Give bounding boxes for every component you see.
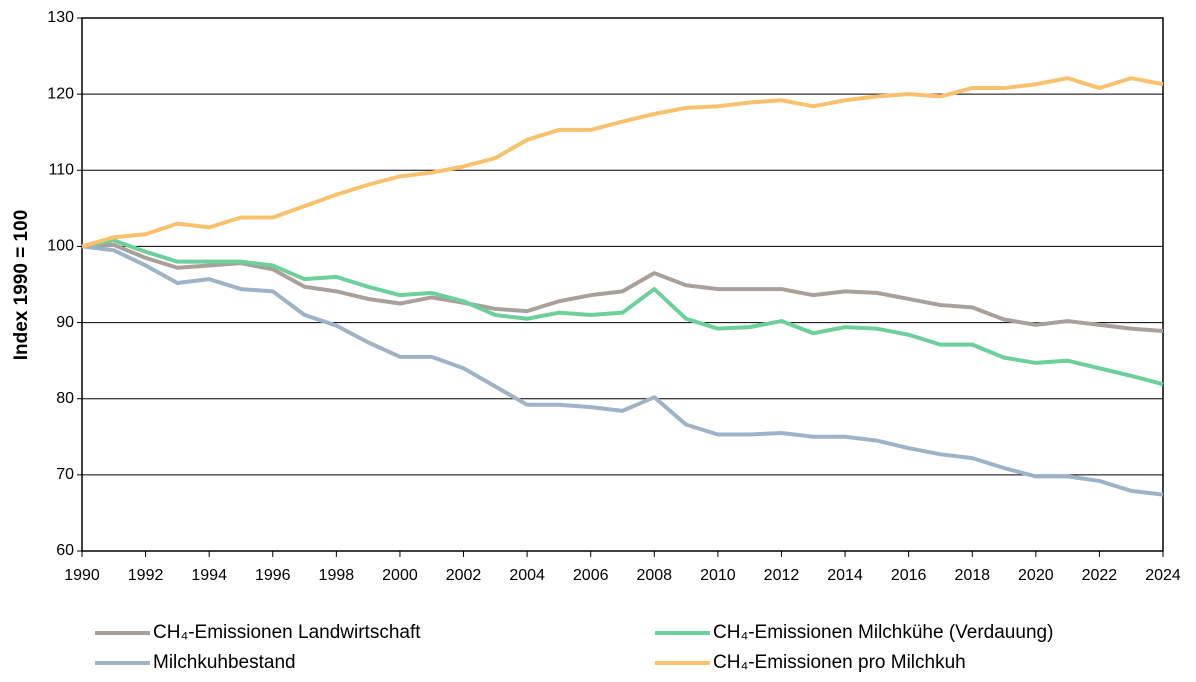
x-tick-label: 1994 bbox=[191, 567, 227, 584]
y-tick-label: 130 bbox=[47, 9, 74, 26]
x-tick-label: 2004 bbox=[509, 567, 545, 584]
x-tick-label: 2006 bbox=[573, 567, 609, 584]
x-tick-label: 2002 bbox=[446, 567, 482, 584]
y-tick-label: 70 bbox=[56, 466, 74, 483]
series-line bbox=[81, 238, 1164, 387]
x-tick-label: 1998 bbox=[319, 567, 355, 584]
series-line bbox=[81, 244, 1164, 497]
y-tick-label: 80 bbox=[56, 390, 74, 407]
x-tick-label: 2012 bbox=[764, 567, 800, 584]
x-tick-label: 2020 bbox=[1018, 567, 1054, 584]
y-tick-label: 90 bbox=[56, 314, 74, 331]
x-tick-label: 2016 bbox=[891, 567, 927, 584]
x-tick-label: 2018 bbox=[954, 567, 990, 584]
y-tick-label: 100 bbox=[47, 238, 74, 255]
y-tick-label: 60 bbox=[56, 542, 74, 559]
y-tick-label: 110 bbox=[48, 162, 74, 179]
x-tick-label: 2010 bbox=[700, 567, 736, 584]
x-tick-label: 2022 bbox=[1082, 567, 1118, 584]
legend-label: CH₄-Emissionen pro Milchkuh bbox=[713, 652, 966, 673]
y-tick-label: 120 bbox=[47, 85, 74, 102]
legend-label: Milchkuhbestand bbox=[153, 652, 296, 673]
plot-area bbox=[81, 17, 1164, 552]
legend-label: CH₄-Emissionen Milchkühe (Verdauung) bbox=[713, 622, 1053, 643]
x-tick-label: 2000 bbox=[382, 567, 418, 584]
y-axis-label: Index 1990 = 100 bbox=[11, 210, 32, 361]
x-tick-label: 2024 bbox=[1145, 567, 1181, 584]
series-line bbox=[81, 76, 1164, 249]
x-tick-label: 1990 bbox=[64, 567, 100, 584]
x-tick-label: 1992 bbox=[128, 567, 164, 584]
x-tick-label: 1996 bbox=[255, 567, 291, 584]
x-tick-label: 2014 bbox=[827, 567, 863, 584]
series-line bbox=[81, 242, 1164, 333]
legend-label: CH₄-Emissionen Landwirtschaft bbox=[153, 622, 421, 643]
x-tick-label: 2008 bbox=[636, 567, 672, 584]
